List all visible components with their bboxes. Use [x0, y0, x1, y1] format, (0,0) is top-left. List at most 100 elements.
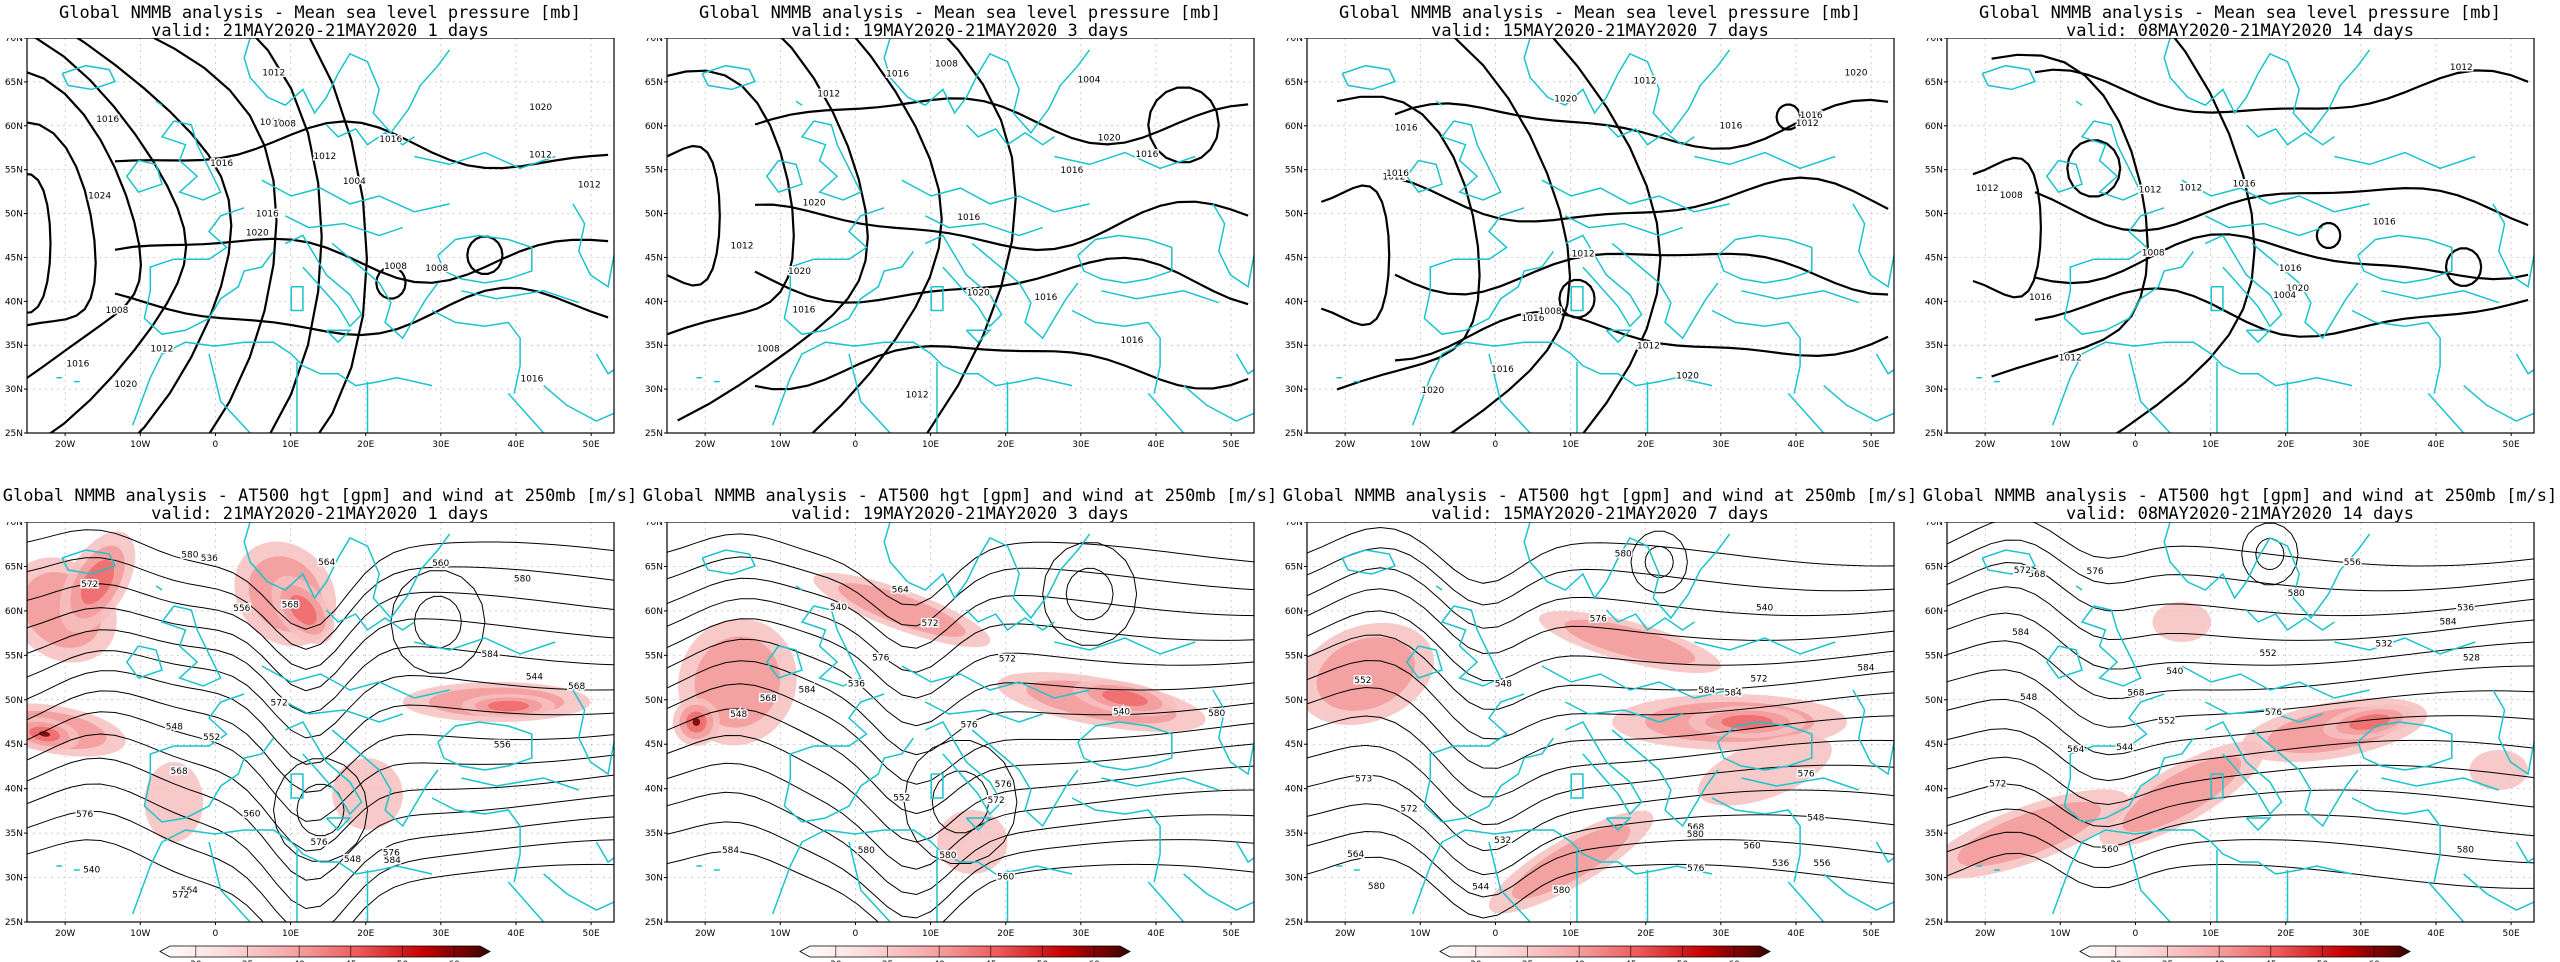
- coastline: [2463, 385, 2534, 422]
- coastline: [965, 124, 1055, 146]
- contour-label: 576: [1687, 864, 1704, 874]
- coastline: [765, 645, 803, 679]
- contour-label: 576: [1590, 614, 1607, 624]
- contour-label: 568: [760, 694, 777, 704]
- isobar: [114, 120, 609, 170]
- latitude-label: 25N: [645, 429, 663, 439]
- contour-label: 572: [988, 796, 1005, 806]
- coastline: [1717, 721, 1813, 771]
- coastline: [930, 773, 944, 799]
- latitude-label: 35N: [645, 829, 663, 839]
- coastline: [1435, 100, 1443, 106]
- latitude-label: 30N: [1285, 385, 1303, 395]
- contour-label: 572: [921, 619, 938, 629]
- height-contour: [1644, 546, 1674, 578]
- contour-label: 1016: [2029, 293, 2052, 303]
- contour-label: 572: [271, 699, 288, 709]
- coastline: [331, 729, 439, 828]
- panel-valid-period: valid: 15MAY2020-21MAY2020 7 days: [1431, 21, 1769, 41]
- longitude-label: 40E: [507, 929, 524, 939]
- latitude-label: 65N: [5, 562, 23, 572]
- contour-label: 540: [2166, 667, 2183, 677]
- height-contour: [1947, 728, 2534, 782]
- contour-label: 1012: [1382, 173, 1405, 183]
- isobar: [1394, 98, 1889, 150]
- contour-label: 580: [1687, 830, 1704, 840]
- jet-core-shade: [332, 758, 403, 830]
- coastline: [2128, 841, 2171, 922]
- height-contour: [1947, 852, 2534, 889]
- map-frame: [26, 522, 615, 923]
- coastline: [1071, 797, 1161, 883]
- latitude-label: 30N: [1925, 385, 1943, 395]
- latitude-label: 55N: [5, 166, 23, 176]
- latitude-label: 60N: [5, 607, 23, 617]
- longitude-label: 40E: [2427, 929, 2444, 939]
- coastline: [783, 207, 915, 336]
- contour-label: 1020: [1554, 95, 1577, 105]
- coastline: [507, 881, 545, 922]
- contour-label: 1020: [246, 229, 269, 239]
- longitude-label: 30E: [432, 440, 449, 450]
- latitude-label: 25N: [1925, 918, 1943, 928]
- longitude-label: 0: [1493, 440, 1499, 450]
- panel-title: Global NMMB analysis - Mean sea level pr…: [59, 3, 581, 23]
- longitude-label: 20E: [357, 929, 374, 939]
- upper-air-map: 548 552 556 560 564 568 572 576 580 584 532 536 540 5…: [1285, 522, 1895, 962]
- coastline: [2204, 234, 2283, 328]
- isobar: [677, 38, 869, 422]
- longitude-label: 10E: [922, 440, 939, 450]
- height-contour: [1307, 526, 1894, 584]
- coastline: [1440, 120, 1502, 201]
- map-frame: [1946, 522, 2535, 923]
- coastline: [1523, 522, 1731, 620]
- longitude-label: 10W: [130, 929, 150, 939]
- height-contour: [1307, 634, 1894, 710]
- latitude-label: 25N: [1285, 429, 1303, 439]
- isobar: [114, 286, 609, 337]
- contour-label: 1016: [957, 213, 980, 223]
- latitude-label: 65N: [1285, 78, 1303, 88]
- longitude-label: 10W: [130, 440, 150, 450]
- longitude-label: 50E: [583, 929, 600, 939]
- contour-label: 580: [2457, 845, 2474, 855]
- longitude-label: 10E: [282, 929, 299, 939]
- coastline: [1411, 829, 1713, 915]
- contour-label: 1016: [2279, 264, 2302, 274]
- coastline: [284, 701, 403, 723]
- coastline: [155, 100, 163, 106]
- longitude-label: 40E: [507, 440, 524, 450]
- isobar: [754, 200, 1249, 252]
- contour-label: 560: [1744, 841, 1761, 851]
- isobar: [754, 97, 1249, 146]
- longitude-label: 0: [853, 929, 859, 939]
- coastline: [1741, 777, 1860, 791]
- height-contour: [1947, 808, 2534, 848]
- coastline: [1605, 817, 1632, 832]
- contour-label: 1012: [150, 345, 173, 355]
- coastline: [143, 207, 275, 336]
- height-contour: [27, 733, 614, 852]
- latitude-label: 50N: [5, 210, 23, 220]
- coastline: [924, 234, 1003, 328]
- longitude-label: 30E: [1072, 929, 1089, 939]
- contour-label: 580: [1553, 886, 1570, 896]
- contour-label: 1016: [66, 359, 89, 369]
- map-frame: [1306, 522, 1895, 923]
- map-frame: [666, 38, 1255, 434]
- coastline: [155, 585, 163, 591]
- longitude-label: 10W: [2050, 929, 2070, 939]
- contour-label: 573: [1355, 774, 1372, 784]
- latitude-label: 50N: [1285, 696, 1303, 706]
- contour-label: 564: [181, 886, 198, 896]
- coastline: [1423, 693, 1555, 823]
- map-content: 1020100810121004100810121016101610121016…: [1947, 38, 2534, 433]
- height-contour: [27, 557, 614, 650]
- contour-label: 568: [171, 767, 188, 777]
- contour-label: 580: [2288, 589, 2305, 599]
- longitude-label: 20W: [1335, 440, 1355, 450]
- coastline: [2245, 609, 2335, 632]
- coastline: [1077, 721, 1173, 771]
- longitude-label: 40E: [1787, 929, 1804, 939]
- coastline: [1341, 549, 1397, 575]
